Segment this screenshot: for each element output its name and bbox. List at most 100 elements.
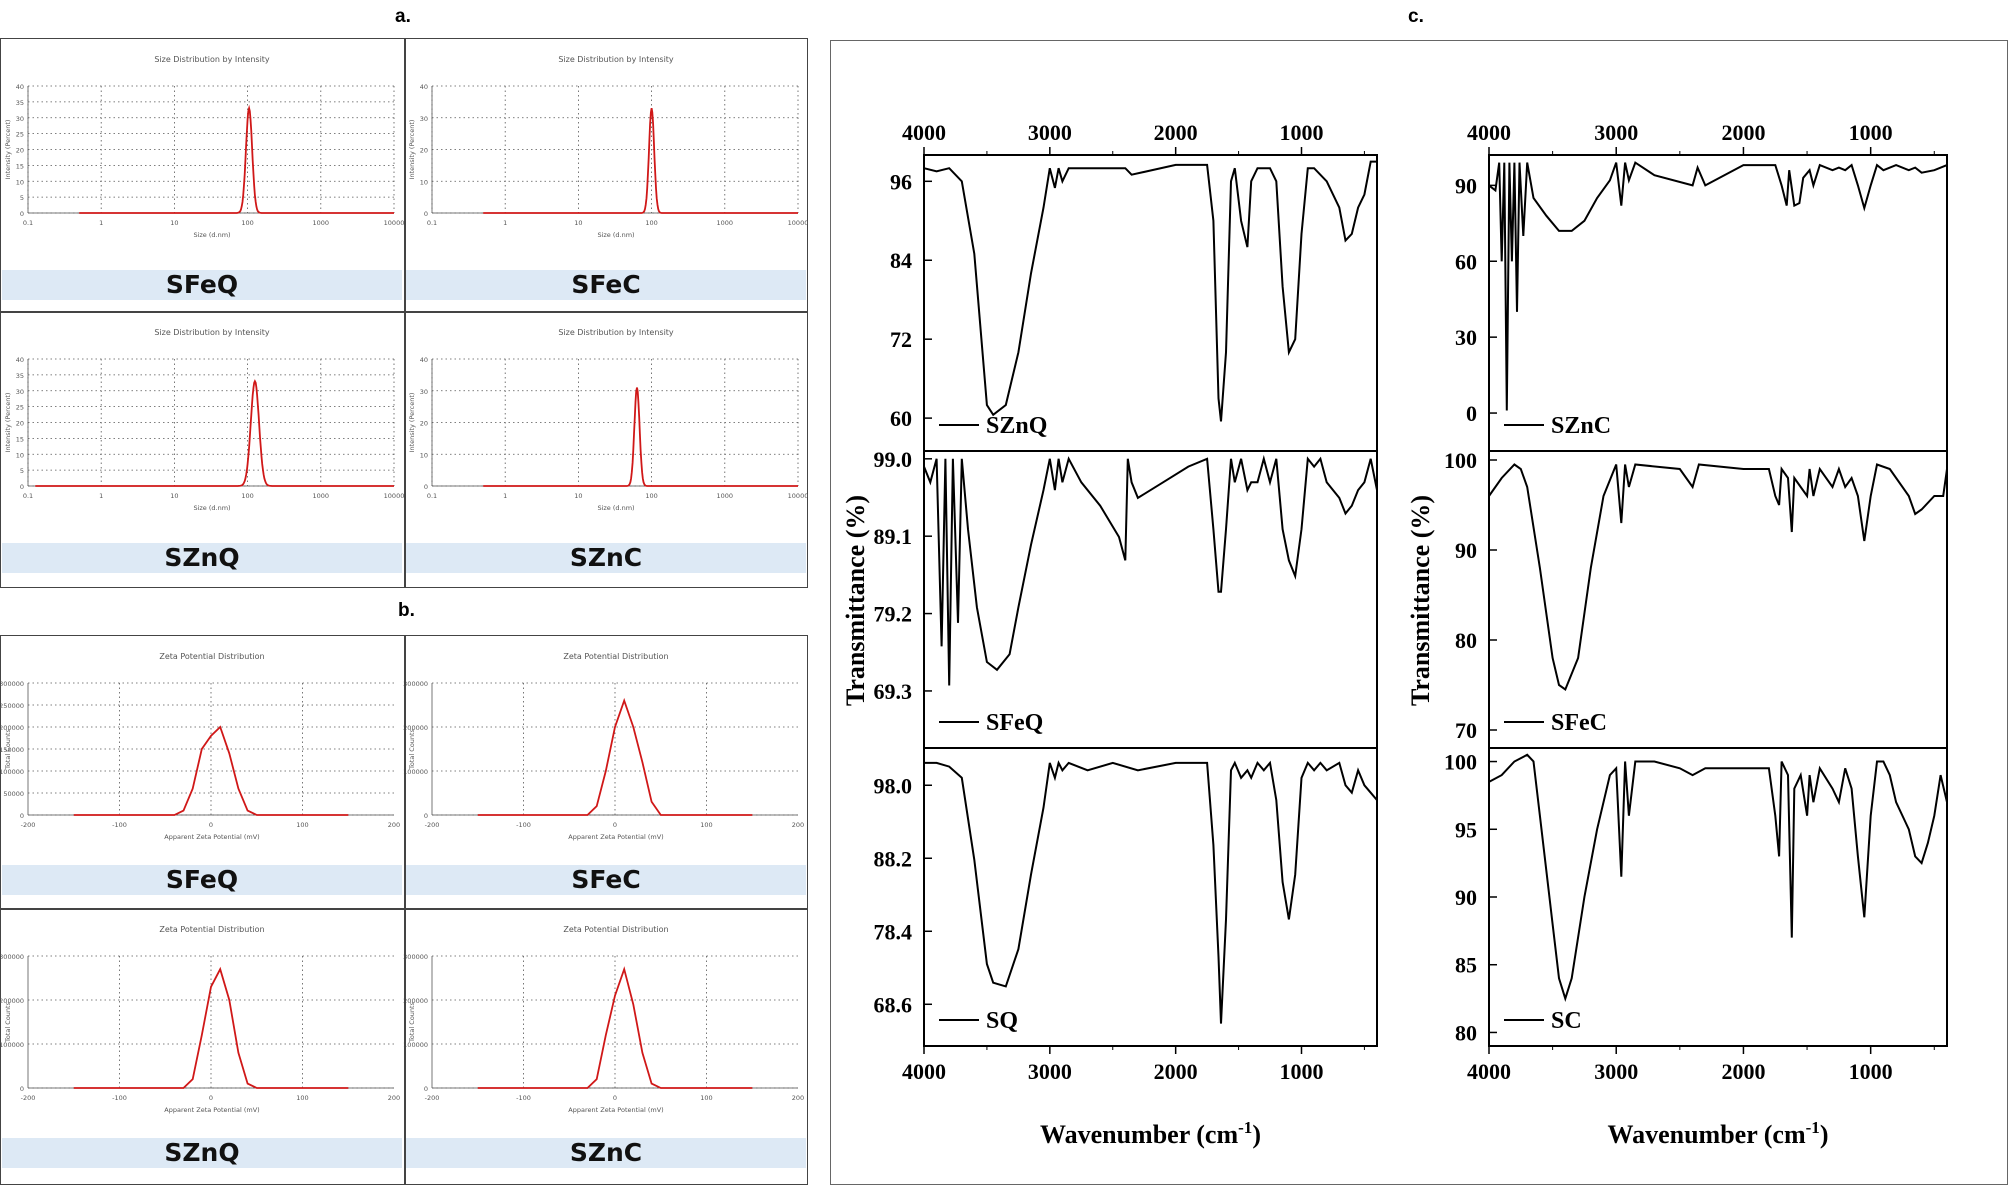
x-tick-label: 0: [209, 821, 213, 829]
x-tick-label: 100: [296, 1094, 308, 1102]
y-tick-label: 30: [420, 388, 428, 396]
zeta-title: Zeta Potential Distribution: [159, 925, 264, 934]
y-tick-label: 88.2: [874, 846, 913, 871]
spectrum-sc: [1488, 753, 1948, 1002]
y-tick-label: 200000: [0, 997, 24, 1005]
x-axis-label: Wavenumber (cm-1): [1608, 1118, 1829, 1149]
y-tick-label: 35: [16, 99, 24, 107]
x-tick-label: -200: [425, 821, 440, 829]
x-tick-label: 10: [170, 492, 178, 500]
x-tick-label: 0: [613, 1094, 617, 1102]
x-tick-label: -200: [425, 1094, 440, 1102]
zeta-sample-label-sfec: SFeC: [406, 865, 806, 895]
y-tick-label: 79.2: [874, 602, 913, 627]
x-tick-label: -100: [516, 1094, 531, 1102]
y-tick-label: 80: [1455, 1020, 1477, 1045]
y-tick-label: 95: [1455, 817, 1477, 842]
y-axis-label: Intensity (Percent): [408, 120, 416, 180]
y-tick-label: 5: [20, 194, 24, 202]
size-sample-label-sfec: SFeC: [406, 270, 806, 300]
y-axis-label: Intensity (Percent): [408, 393, 416, 453]
y-tick-label: 89.1: [874, 524, 913, 549]
x-tick-label-top: 1000: [1849, 120, 1893, 145]
y-tick-label: 30: [1455, 325, 1477, 350]
x-tick-label: 0.1: [23, 492, 33, 500]
y-tick-label: 85: [1455, 953, 1477, 978]
x-tick-label-bottom: 3000: [1594, 1059, 1638, 1084]
y-tick-label: 20: [420, 420, 428, 428]
y-tick-label: 50000: [3, 790, 24, 798]
x-tick-label: 10000: [384, 492, 405, 500]
x-tick-label-top: 3000: [1028, 120, 1072, 145]
x-tick-label: 1000: [313, 492, 330, 500]
x-tick-label: 1000: [717, 492, 734, 500]
zeta-distribution-curve: [73, 725, 349, 816]
legend-label: SZnQ: [986, 413, 1047, 439]
size-sample-label-sznq: SZnQ: [2, 543, 402, 573]
x-tick-label: 1: [99, 492, 103, 500]
y-tick-label: 0: [424, 812, 428, 820]
x-tick-label-bottom: 1000: [1280, 1059, 1324, 1084]
size-divider-v: [404, 38, 406, 588]
x-tick-label: 100: [645, 219, 657, 227]
size-distribution-curve: [79, 104, 394, 214]
y-tick-label: 20: [16, 147, 24, 155]
x-axis-label: Size (d.nm): [597, 231, 634, 239]
y-tick-label: 0: [424, 210, 428, 218]
ftir-box: [830, 40, 2008, 1185]
legend-label: SZnC: [1551, 413, 1611, 439]
x-tick-label-top: 2000: [1154, 120, 1198, 145]
x-tick-label: 1: [503, 492, 507, 500]
y-tick-label: 200000: [0, 724, 24, 732]
x-tick-label: 200: [388, 1094, 400, 1102]
zeta-distribution-curve: [73, 966, 349, 1089]
y-tick-label: 98.0: [874, 773, 913, 798]
y-tick-label: 100: [1444, 750, 1477, 775]
zeta-distribution-curve: [477, 966, 753, 1089]
x-axis-label: Apparent Zeta Potential (mV): [568, 1106, 663, 1114]
y-tick-label: 0: [20, 210, 24, 218]
y-tick-label: 100: [1444, 448, 1477, 473]
y-tick-label: 100000: [0, 768, 24, 776]
x-tick-label: 100: [296, 821, 308, 829]
y-tick-label: 20: [420, 147, 428, 155]
x-tick-label: -200: [21, 1094, 36, 1102]
y-axis-label: Total Counts: [408, 1001, 416, 1043]
y-tick-label: 40: [420, 83, 428, 91]
y-tick-label: 69.3: [874, 679, 913, 704]
x-tick-label-top: 1000: [1280, 120, 1324, 145]
x-tick-label: 10000: [788, 219, 809, 227]
size-distribution-curve: [483, 387, 798, 487]
y-tick-label: 300000: [403, 953, 428, 961]
y-tick-label: 15: [16, 162, 24, 170]
zeta-title: Zeta Potential Distribution: [563, 652, 668, 661]
y-axis-label: Total Counts: [4, 728, 12, 770]
x-axis-label: Size (d.nm): [193, 504, 230, 512]
x-tick-label: 10: [574, 492, 582, 500]
y-tick-label: 90: [1455, 885, 1477, 910]
x-tick-label: 10000: [384, 219, 405, 227]
ftir-frame-left: [923, 154, 1378, 1047]
y-tick-label: 80: [1455, 628, 1477, 653]
x-tick-label: 1: [503, 219, 507, 227]
size-divider-h: [0, 311, 808, 313]
y-tick-label: 84: [890, 248, 912, 273]
x-tick-label-top: 4000: [1467, 120, 1511, 145]
x-tick-label: 1: [99, 219, 103, 227]
zeta-divider-v: [404, 635, 406, 1185]
spectrum-sq: [924, 760, 1378, 1024]
size-distribution-curve: [35, 379, 394, 487]
y-tick-label: 30: [16, 115, 24, 123]
y-tick-label: 300000: [403, 680, 428, 688]
legend-label: SC: [1551, 1008, 1582, 1034]
y-tick-label: 200000: [403, 724, 428, 732]
y-tick-label: 150000: [0, 746, 24, 754]
y-tick-label: 30: [420, 115, 428, 123]
y-tick-label: 70: [1455, 718, 1477, 743]
y-tick-label: 0: [20, 812, 24, 820]
y-tick-label: 40: [16, 356, 24, 364]
x-tick-label: 200: [388, 821, 400, 829]
x-tick-label: 1000: [313, 219, 330, 227]
x-tick-label-bottom: 3000: [1028, 1059, 1072, 1084]
y-tick-label: 100000: [0, 1041, 24, 1049]
